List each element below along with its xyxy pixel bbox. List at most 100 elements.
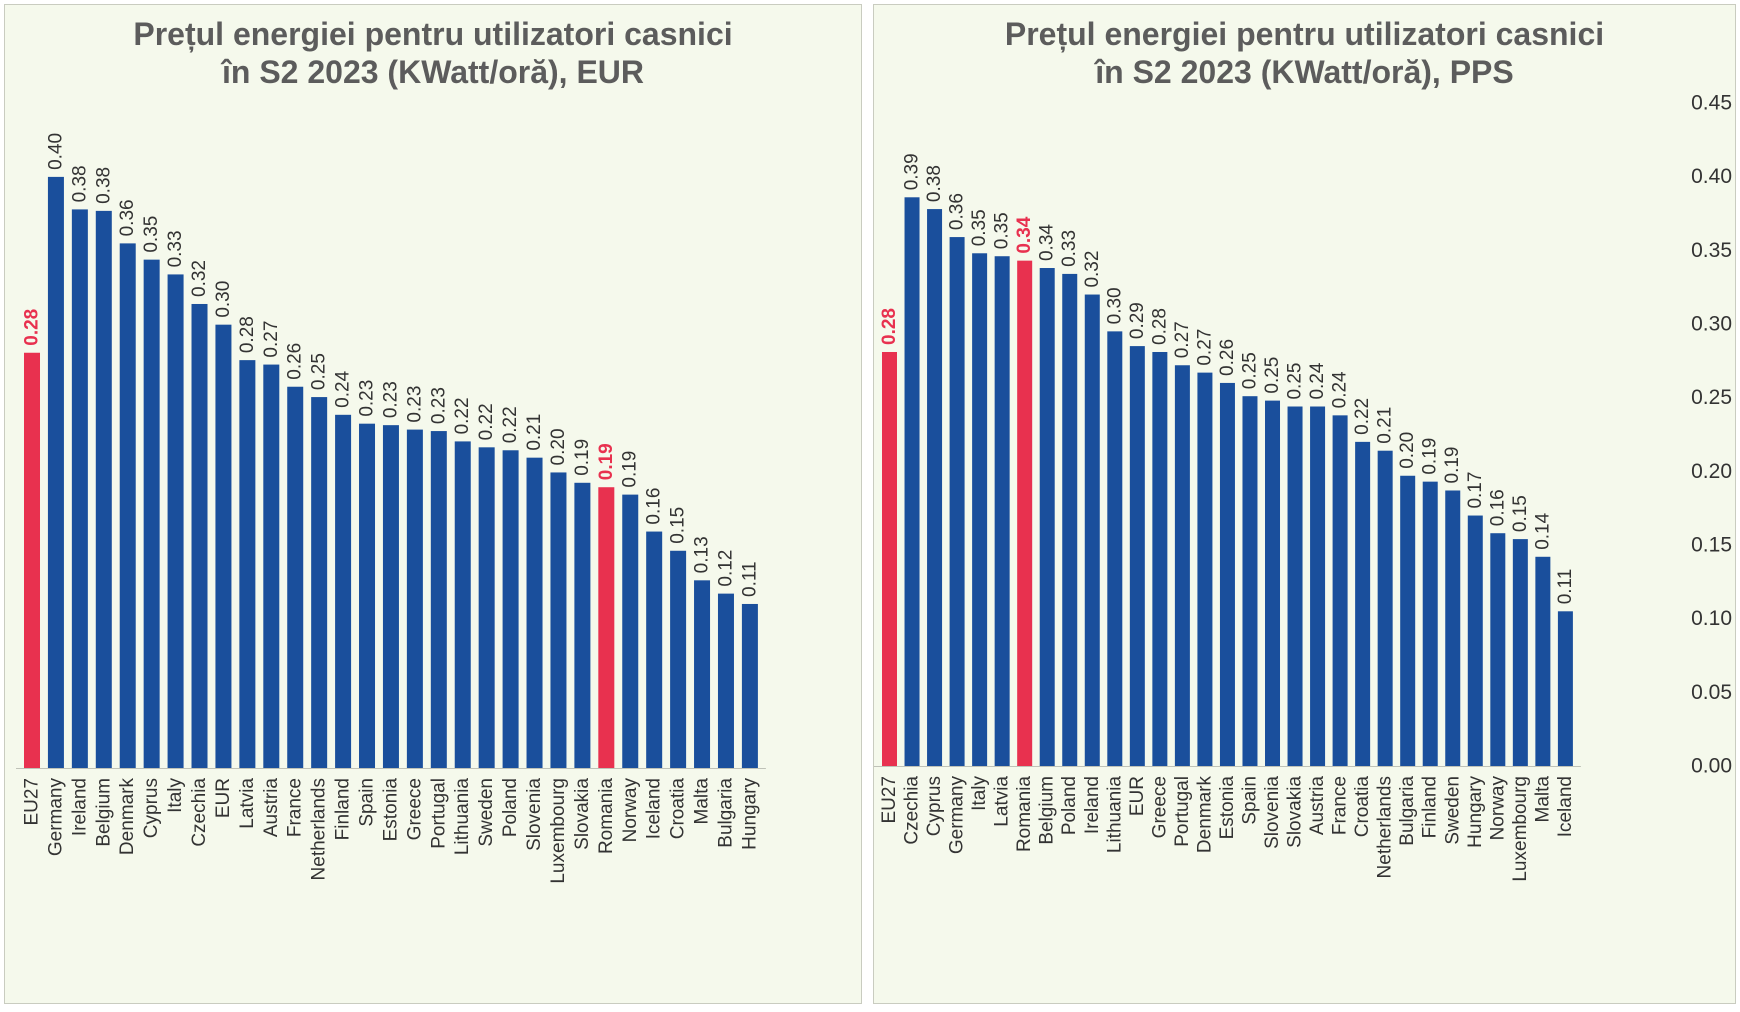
bar-finland [335, 414, 352, 768]
category-label-cyprus: Cyprus [924, 776, 945, 836]
bar-iceland [646, 531, 663, 768]
bar-hungary [1467, 515, 1483, 766]
value-label-romania: 0.19 [596, 443, 617, 480]
bar-slovakia [1287, 406, 1303, 766]
bar-slovenia [1265, 400, 1281, 766]
category-label-bulgaria: Bulgaria [715, 778, 736, 848]
value-label-italy: 0.35 [969, 209, 990, 246]
bar-greece [406, 429, 423, 768]
bar-ireland [1084, 294, 1100, 766]
bar-germany [949, 237, 965, 766]
category-label-lithuania: Lithuania [452, 778, 473, 856]
category-label-netherlands: Netherlands [309, 778, 330, 880]
bar-cyprus [927, 209, 943, 766]
category-label-germany: Germany [45, 778, 66, 857]
y-tick-label: 0.15 [1691, 534, 1732, 557]
value-label-denmark: 0.36 [117, 199, 138, 236]
value-label-eu27: 0.28 [879, 308, 900, 345]
bar-denmark [1197, 372, 1213, 766]
bar-malta [694, 580, 711, 768]
category-label-croatia: Croatia [1352, 776, 1373, 838]
category-label-portugal: Portugal [1172, 776, 1193, 847]
category-label-greece: Greece [1149, 776, 1170, 838]
bar-italy [972, 253, 988, 766]
value-label-germany: 0.40 [45, 133, 66, 170]
value-label-malta: 0.13 [692, 536, 713, 573]
value-label-finland: 0.19 [1420, 438, 1441, 475]
y-tick-label: 0.35 [1691, 239, 1732, 262]
category-label-eu27: EU27 [879, 776, 900, 824]
bar-slovenia [526, 457, 543, 768]
category-label-czechia: Czechia [902, 776, 923, 845]
category-label-portugal: Portugal [428, 778, 449, 849]
bar-czechia [191, 303, 208, 768]
category-label-italy: Italy [969, 776, 990, 811]
bar-cyprus [143, 259, 160, 768]
bar-eu27 [882, 351, 897, 766]
bar-lithuania [454, 441, 471, 768]
value-label-sweden: 0.19 [1442, 447, 1463, 484]
bar-luxembourg [1512, 539, 1528, 766]
value-label-iceland: 0.11 [1555, 569, 1576, 605]
y-tick-label: 0.45 [1691, 92, 1732, 115]
category-label-slovenia: Slovenia [524, 778, 545, 851]
category-label-belgium: Belgium [1037, 776, 1058, 845]
value-label-greece: 0.28 [1149, 308, 1170, 345]
chart-title-line-1: Prețul energiei pentru utilizatori casni… [133, 16, 733, 52]
bar-chart-pps: 0.28 EU27 0.39 Czechia 0.38 Cyprus 0.36 Germany… [874, 92, 1732, 882]
value-label-denmark: 0.27 [1194, 329, 1215, 366]
bar-bulgaria [1400, 475, 1416, 766]
bar-latvia [239, 360, 256, 768]
bar-spain [1242, 396, 1258, 766]
bar-romania [1017, 260, 1033, 766]
bar-norway [622, 494, 639, 768]
value-label-ireland: 0.32 [1082, 251, 1103, 288]
category-label-slovakia: Slovakia [572, 778, 593, 850]
value-label-czechia: 0.39 [902, 153, 923, 190]
value-label-finland: 0.24 [333, 370, 354, 407]
bar-sweden [478, 447, 495, 768]
value-label-portugal: 0.27 [1172, 321, 1193, 358]
y-tick-label: 0.30 [1691, 313, 1732, 336]
category-label-eur: EUR [213, 778, 234, 818]
category-label-spain: Spain [357, 778, 378, 827]
value-label-belgium: 0.38 [93, 167, 114, 204]
category-label-finland: Finland [333, 778, 354, 840]
category-label-germany: Germany [947, 776, 968, 855]
y-tick-label: 0.25 [1691, 386, 1732, 409]
value-label-lithuania: 0.30 [1104, 287, 1125, 324]
value-label-spain: 0.23 [357, 380, 378, 417]
category-label-malta: Malta [692, 778, 713, 825]
category-label-italy: Italy [165, 778, 186, 813]
bar-austria [263, 364, 280, 768]
bar-ireland [71, 209, 88, 768]
chart-title-line-1: Prețul energiei pentru utilizatori casni… [1004, 16, 1605, 52]
value-label-hungary: 0.17 [1465, 472, 1486, 509]
category-label-norway: Norway [620, 778, 641, 843]
category-label-malta: Malta [1532, 776, 1553, 823]
value-label-luxembourg: 0.15 [1510, 495, 1531, 532]
bar-belgium [1039, 268, 1055, 766]
value-label-poland: 0.33 [1059, 230, 1080, 267]
y-tick-label: 0.10 [1691, 607, 1732, 630]
value-label-croatia: 0.15 [668, 507, 689, 544]
bar-luxembourg [550, 472, 567, 768]
bar-lithuania [1107, 331, 1123, 766]
bar-finland [1422, 481, 1438, 766]
category-label-estonia: Estonia [1217, 776, 1238, 840]
bar-netherlands [1377, 450, 1393, 766]
category-label-greece: Greece [404, 778, 425, 840]
value-label-portugal: 0.23 [428, 387, 449, 424]
y-tick-label: 0.00 [1691, 755, 1732, 778]
category-label-lithuania: Lithuania [1104, 776, 1125, 854]
bar-germany [47, 176, 64, 768]
category-label-bulgaria: Bulgaria [1397, 776, 1418, 846]
value-label-belgium: 0.34 [1037, 224, 1058, 261]
value-label-sweden: 0.22 [476, 403, 497, 440]
value-label-greece: 0.23 [404, 386, 425, 423]
value-label-cyprus: 0.38 [924, 165, 945, 202]
value-label-slovakia: 0.19 [572, 439, 593, 476]
category-label-france: France [285, 778, 306, 837]
bar-sweden [1445, 490, 1461, 766]
y-tick-label: 0.05 [1691, 681, 1732, 704]
